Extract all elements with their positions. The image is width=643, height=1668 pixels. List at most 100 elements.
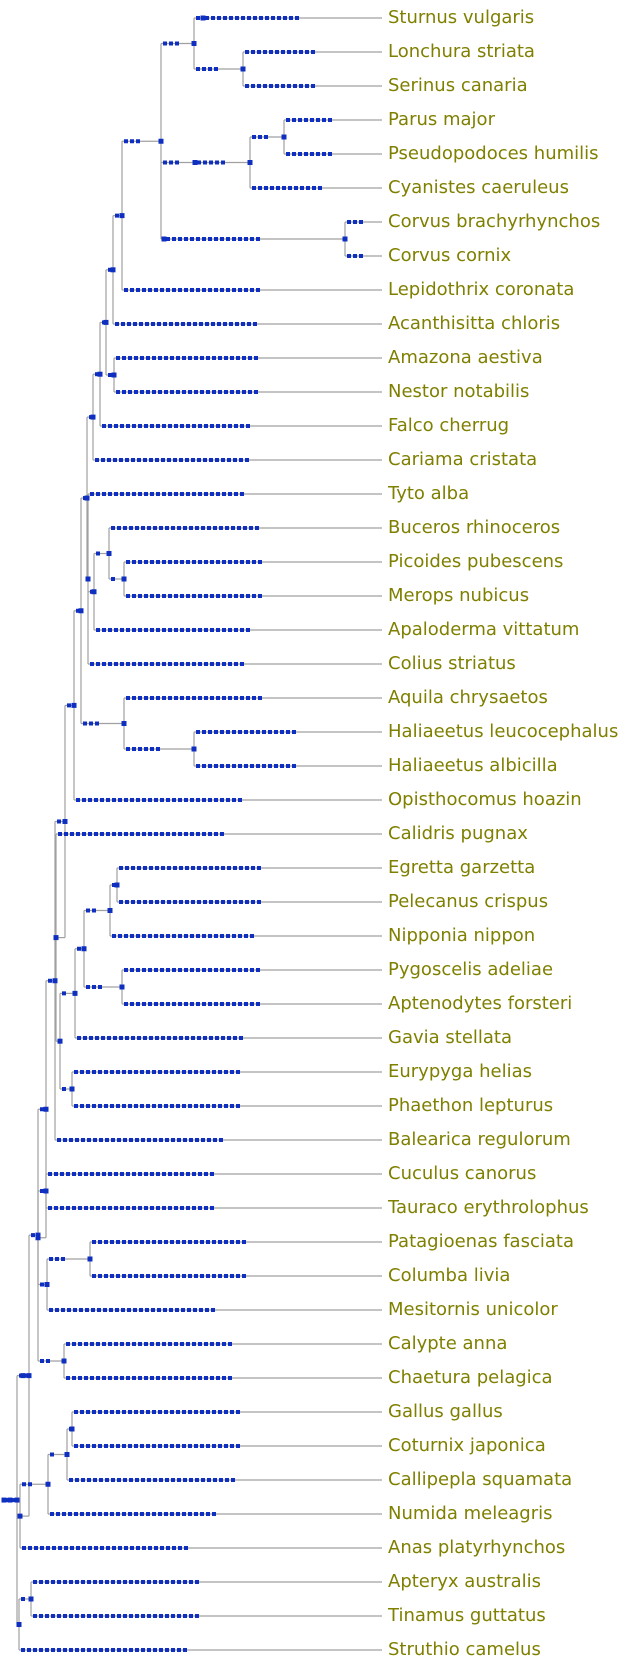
branch-marker-leaf-16 — [252, 560, 256, 564]
branch-marker-leaf-28 — [166, 968, 170, 972]
branch-marker-leaf-18 — [144, 628, 148, 632]
branch-marker-leaf-35 — [48, 1206, 52, 1210]
branch-marker-leaf-31 — [170, 1070, 174, 1074]
branch-marker-leaf-32 — [176, 1104, 180, 1108]
branch-marker-leaf-29 — [238, 1002, 242, 1006]
branch-marker-leaf-41 — [92, 1410, 96, 1414]
internal-node-neoaves-core — [62, 818, 68, 824]
branch-marker-leaf-18 — [126, 628, 130, 632]
branch-marker-leaf-27 — [184, 934, 188, 938]
branch-marker-leaf-29 — [250, 1002, 254, 1006]
branch-marker-leaf-9 — [175, 322, 179, 326]
leaf-label: Struthio camelus — [388, 1639, 541, 1660]
branch-marker-leaf-31 — [194, 1070, 198, 1074]
leaf-label: Tauraco erythrolophus — [387, 1197, 589, 1218]
branch-marker-neoaves-a — [40, 1107, 44, 1112]
branch-marker-leaf-18 — [240, 628, 244, 632]
branch-marker-corvus — [220, 237, 224, 241]
branch-marker-leaf-23 — [88, 798, 92, 802]
internal-node-passeriformes-core — [119, 213, 125, 219]
branch-marker-leaf-24 — [88, 832, 92, 836]
branch-marker-leaf-48 — [147, 1648, 151, 1652]
branch-marker-sturnid-passerid — [175, 41, 179, 46]
internal-node-psittaciformes — [111, 372, 117, 378]
internal-node-root-stem — [7, 1497, 13, 1503]
branch-marker-leaf-33 — [147, 1138, 151, 1142]
branch-marker-leaf-15 — [117, 526, 121, 530]
branch-marker-corvus — [202, 237, 206, 241]
branch-marker-leaf-17 — [150, 594, 154, 598]
branch-marker-leaf-22 — [286, 764, 290, 768]
branch-marker-leaf-25 — [161, 866, 165, 870]
branch-marker-leaf-47 — [111, 1614, 115, 1618]
branch-marker-leaf-15 — [207, 526, 211, 530]
branch-marker-leaf-46 — [63, 1580, 67, 1584]
leaf-label: Aquila chrysaetos — [388, 687, 548, 708]
branch-marker-leaf-44 — [56, 1512, 60, 1516]
branch-marker-leaf-11 — [182, 390, 186, 394]
branch-marker-leaf-44 — [110, 1512, 114, 1516]
branch-marker-leaf-16 — [192, 560, 196, 564]
branch-marker-leaf-32 — [188, 1104, 192, 1108]
branch-marker-leaf-23 — [130, 798, 134, 802]
branch-marker-leaf-29 — [178, 1002, 182, 1006]
branch-marker-leaf-37 — [230, 1274, 234, 1278]
branch-marker-leaf-31 — [236, 1070, 240, 1074]
branch-marker-leaf-36 — [212, 1240, 216, 1244]
branch-marker-psittaciformes — [108, 373, 112, 377]
branch-marker-leaf-30 — [131, 1036, 135, 1040]
leaf-label: Tinamus guttatus — [387, 1605, 546, 1626]
branch-marker-leaf-19 — [186, 662, 190, 666]
leaf-label: Nipponia nippon — [388, 925, 535, 946]
branch-marker-leaf-8 — [172, 288, 176, 292]
branch-marker-leaf-22 — [202, 764, 206, 768]
branch-marker-parus-pseudopodoces — [258, 135, 262, 139]
leaf-label: Colius striatus — [388, 653, 516, 674]
branch-marker-leaf-23 — [178, 798, 182, 802]
branch-marker-leaf-10 — [236, 356, 240, 360]
branch-marker-leaf-37 — [92, 1274, 96, 1278]
branch-marker-leaf-25 — [215, 866, 219, 870]
branch-marker-leaf-39 — [204, 1342, 208, 1346]
leaf-label: Parus major — [388, 109, 496, 130]
branch-marker-leaf-10 — [242, 356, 246, 360]
branch-marker-corvus — [208, 237, 212, 241]
branch-marker-leaf-40 — [114, 1376, 118, 1380]
branch-marker-bucerotes-group — [96, 551, 100, 556]
internal-node-neoaves — [35, 1232, 41, 1238]
branch-marker-leaf-40 — [66, 1376, 70, 1380]
branch-marker-leaf-36 — [224, 1240, 228, 1244]
branch-marker-leaf-45 — [106, 1546, 110, 1550]
branch-marker-leaf-33 — [207, 1138, 211, 1142]
branch-marker-leaf-44 — [62, 1512, 66, 1516]
branch-marker-leaf-16 — [150, 560, 154, 564]
branch-marker-leaf-15 — [159, 526, 163, 530]
branch-marker-leaf-21 — [208, 730, 212, 734]
internal-node-eurypygimorphae — [69, 1086, 75, 1092]
branch-marker-leaf-17 — [174, 594, 178, 598]
branch-marker-leaf-2 — [293, 84, 297, 88]
branch-marker-leaf-35 — [120, 1206, 124, 1210]
branch-marker-leaf-13 — [125, 458, 129, 462]
branch-marker-leaf-9 — [241, 322, 245, 326]
branch-marker-leaf-4 — [322, 152, 326, 156]
branch-marker-leaf-9 — [187, 322, 191, 326]
branch-marker-leaf-30 — [137, 1036, 141, 1040]
branch-marker-leaf-44 — [98, 1512, 102, 1516]
branch-marker-leaf-48 — [99, 1648, 103, 1652]
branch-marker-leaf-28 — [172, 968, 176, 972]
leaf-label: Aptenodytes forsteri — [388, 993, 572, 1014]
branch-marker-leaf-29 — [208, 1002, 212, 1006]
branch-marker-leaf-46 — [39, 1580, 43, 1584]
branch-marker-leaf-36 — [170, 1240, 174, 1244]
branch-marker-leaf-11 — [140, 390, 144, 394]
internal-node-egretta-pelecanus — [114, 882, 120, 888]
branch-marker-leaf-33 — [129, 1138, 133, 1142]
branch-marker-leaf-45 — [154, 1546, 158, 1550]
branch-marker-leaf-37 — [176, 1274, 180, 1278]
branch-marker-leaf-33 — [81, 1138, 85, 1142]
branch-marker-leaf-36 — [128, 1240, 132, 1244]
branch-marker-leaf-11 — [194, 390, 198, 394]
leaf-label: Falco cherrug — [388, 415, 509, 436]
branch-marker-leaf-2 — [257, 84, 261, 88]
